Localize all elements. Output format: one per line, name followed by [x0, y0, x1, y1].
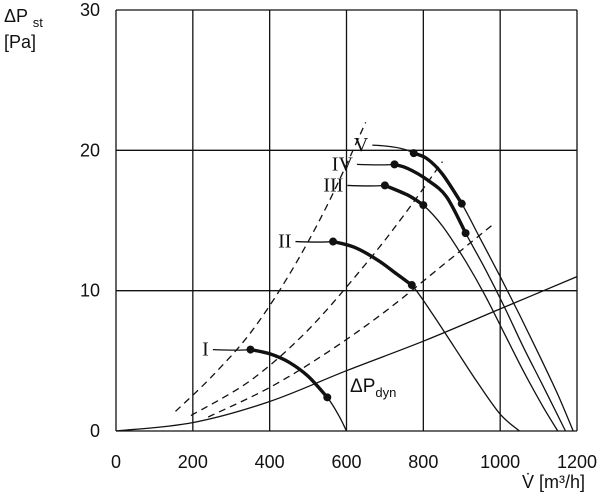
curve-label-iv: IV [332, 153, 354, 175]
y-tick-label-10: 10 [80, 281, 100, 301]
thick-segment-iii [383, 183, 425, 207]
y-axis-unit: [Pa] [4, 32, 36, 52]
x-tick-label-800: 800 [408, 452, 438, 472]
y-tick-label-0: 0 [90, 421, 100, 441]
point-i-b [323, 393, 332, 402]
dashed-curve-9 [207, 222, 495, 418]
leader-line-iii [347, 184, 385, 187]
thick-segment-ii [331, 239, 414, 287]
dashed-curve-8 [190, 161, 444, 417]
curve-v [413, 152, 574, 432]
y-tick-label-30: 30 [80, 0, 100, 20]
dyn-label: ΔPdyn [350, 376, 396, 400]
curve-label-ii: II [278, 231, 291, 253]
leader-line-iv [356, 163, 395, 166]
curve-label-v: V [354, 134, 369, 156]
dyn-label-main: ΔP [350, 376, 375, 397]
dashed-curve-7 [175, 122, 367, 412]
x-tick-label-1200: 1200 [557, 452, 597, 472]
x-tick-label-1000: 1000 [480, 452, 520, 472]
leader-line-i [212, 348, 251, 351]
y-axis-title: ΔP st [4, 6, 43, 30]
leader-line-ii [295, 240, 334, 243]
curve-label-iii: III [323, 174, 343, 196]
leader-line-v [372, 144, 415, 154]
curve-ii [332, 240, 520, 432]
thick-segment-iv [392, 162, 468, 235]
y-tick-label-20: 20 [80, 140, 100, 160]
point-ii-b [407, 281, 416, 290]
dyn-label-sub: dyn [375, 385, 396, 400]
y-axis-title-sub: st [33, 15, 44, 30]
y-axis-title-main: ΔP [4, 6, 28, 26]
x-tick-label-600: 600 [331, 452, 361, 472]
point-iv-b [461, 229, 470, 238]
x-axis-title: V̇ [m³/h] [522, 472, 585, 492]
x-tick-label-0: 0 [111, 452, 121, 472]
curve-label-i: I [202, 339, 209, 361]
point-iii-b [419, 201, 428, 210]
grid [115, 9, 578, 432]
thick-segment-v [412, 151, 464, 206]
curve-pdyn [115, 276, 578, 432]
thick-segments [248, 151, 468, 399]
x-tick-label-400: 400 [255, 452, 285, 472]
thick-segment-i [248, 347, 329, 399]
tick-labels: 0 200 400 600 800 1000 1200 0 10 20 30 [80, 0, 597, 472]
point-v-b [457, 199, 466, 208]
x-tick-label-200: 200 [178, 452, 208, 472]
